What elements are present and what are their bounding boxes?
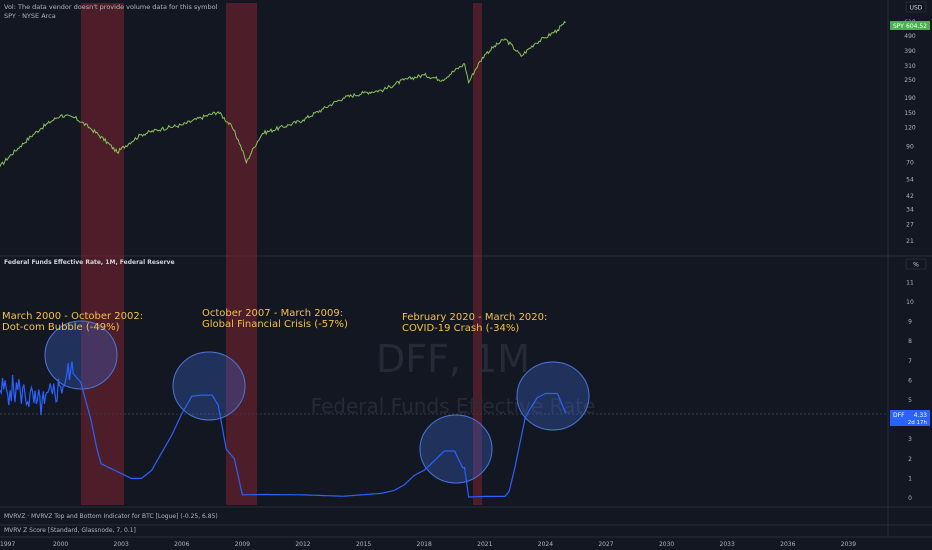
price-axis-tick: 34 xyxy=(906,207,914,214)
percent-unit-label[interactable]: % xyxy=(913,262,919,269)
time-axis-tick: 2003 xyxy=(114,541,129,548)
rate-pane-title[interactable]: Federal Funds Effective Rate, 1M, Federa… xyxy=(4,259,175,266)
time-axis-tick: 2036 xyxy=(780,541,795,548)
rate-axis-tick: 1 xyxy=(908,475,912,482)
highlight-circle-gfc xyxy=(172,351,246,421)
time-axis-tick: 2027 xyxy=(598,541,613,548)
price-axis-tick: 27 xyxy=(906,222,914,229)
price-axis-tick: 42 xyxy=(906,193,914,200)
time-axis-tick: 2024 xyxy=(538,541,553,548)
spy-badge-value: 604.52 xyxy=(906,23,927,30)
rate-axis-tick: 9 xyxy=(908,319,912,326)
rate-axis-tick: 11 xyxy=(906,279,914,286)
time-axis-tick: 2012 xyxy=(295,541,310,548)
rate-axis-tick: 7 xyxy=(908,358,912,365)
rate-axis-tick: 10 xyxy=(906,299,914,306)
annotation-covid-dates: February 2020 - March 2020: xyxy=(402,312,547,323)
time-axis-tick: 2009 xyxy=(235,541,250,548)
rate-axis-tick: 8 xyxy=(908,338,912,345)
rate-axis-tick: 5 xyxy=(908,397,912,404)
time-axis-tick: 1997 xyxy=(0,541,15,548)
price-axis-tick: 54 xyxy=(906,177,914,184)
annotation-dotcom-dates: March 2000 - October 2002: xyxy=(2,311,143,322)
highlight-circle-dotcom xyxy=(44,320,118,390)
price-axis-tick: 90 xyxy=(906,143,914,150)
price-axis-tick: 150 xyxy=(904,110,916,117)
rate-axis-tick: 0 xyxy=(908,495,912,502)
volume-notice: Vol: The data vendor doesn't provide vol… xyxy=(4,3,218,11)
time-axis-tick: 2000 xyxy=(53,541,68,548)
rate-axis-tick: 2 xyxy=(908,456,912,463)
dff-rate-line xyxy=(0,361,567,498)
price-axis-tick: 490 xyxy=(904,33,916,40)
watermark-symbol: DFF, 1M xyxy=(376,337,530,381)
time-axis-tick: 2030 xyxy=(659,541,674,548)
indicator-mvrvz-label[interactable]: MVRVZ · MVRVZ Top and Bottom Indicator f… xyxy=(4,513,218,520)
spy-badge xyxy=(890,21,930,30)
dff-badge-value: 4.33 xyxy=(914,412,928,419)
annotation-gfc-title: Global Financial Crisis (-57%) xyxy=(202,319,348,330)
time-axis-tick: 2018 xyxy=(417,541,432,548)
price-axis-tick: 190 xyxy=(904,95,916,102)
dff-badge-symbol: DFF xyxy=(893,412,905,419)
crisis-band-gfc xyxy=(226,3,257,505)
highlight-circle-covid xyxy=(419,414,493,484)
time-axis-tick: 2021 xyxy=(477,541,492,548)
time-axis-tick: 2033 xyxy=(720,541,735,548)
price-axis-tick: 70 xyxy=(906,160,914,167)
highlight-circle-2023 xyxy=(516,361,590,431)
annotation-dotcom-title: Dot-com Bubble (-49%) xyxy=(2,322,120,333)
price-axis-tick: 21 xyxy=(906,238,914,245)
crisis-band-covid xyxy=(473,3,482,505)
time-axis-tick: 2039 xyxy=(841,541,856,548)
symbol-line[interactable]: SPY · NYSE Arca xyxy=(4,12,56,20)
dff-badge xyxy=(890,410,930,426)
crisis-band-dotcom xyxy=(81,3,124,505)
time-axis-tick: 2015 xyxy=(356,541,371,548)
dff-badge-countdown: 2d 17h xyxy=(908,420,928,426)
time-axis-tick: 2006 xyxy=(174,541,189,548)
price-axis-tick: 390 xyxy=(904,48,916,55)
price-axis-tick: 310 xyxy=(904,63,916,70)
annotation-covid-title: COVID-19 Crash (-34%) xyxy=(402,323,519,334)
rate-axis-tick: 6 xyxy=(908,377,912,384)
spy-badge-symbol: SPY xyxy=(893,23,904,30)
annotation-gfc-dates: October 2007 - March 2009: xyxy=(202,308,343,319)
rate-axis-tick: 3 xyxy=(908,436,912,443)
price-axis-tick: 120 xyxy=(904,125,916,132)
indicator-mvrv-z-label[interactable]: MVRV Z Score [Standard, Glassnode, 7, 0.… xyxy=(4,527,136,534)
price-axis-tick: 250 xyxy=(904,77,916,84)
spy-price-line xyxy=(0,21,566,167)
currency-label[interactable]: USD xyxy=(910,5,923,12)
